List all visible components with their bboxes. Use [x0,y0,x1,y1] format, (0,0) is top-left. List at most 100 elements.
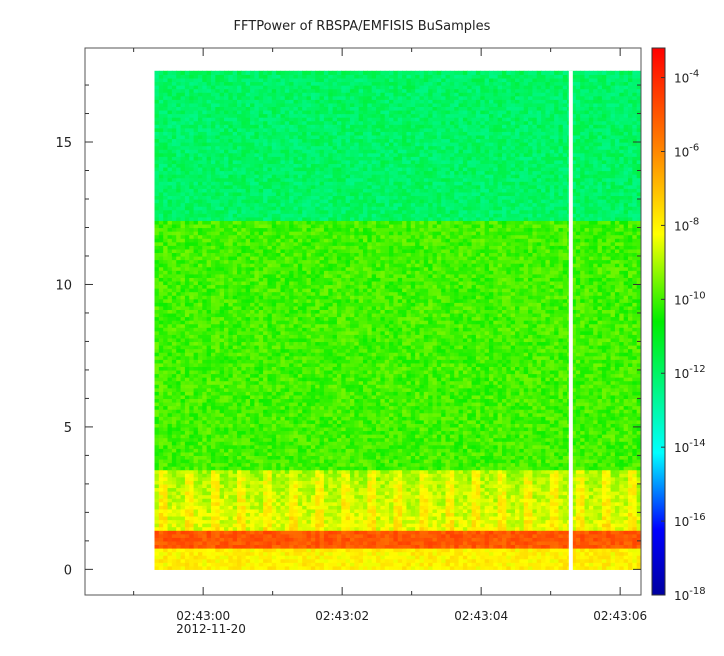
heat-cell [220,487,225,491]
heat-cell [346,416,351,420]
heat-cell [185,427,190,431]
heat-cell [341,555,346,559]
heat-cell [580,509,585,513]
heat-cell [159,477,164,481]
heat-cell [624,552,629,556]
heat-cell [580,487,585,491]
heat-cell [415,427,420,431]
heat-cell [632,555,637,559]
heat-cell [389,445,394,449]
heat-cell [519,502,524,506]
heat-cell [511,516,516,520]
heat-cell [576,441,581,445]
heat-cell [163,487,168,491]
heat-cell [463,559,468,563]
heat-cell [454,484,459,488]
heat-cell [450,480,455,484]
heat-cell [619,441,624,445]
heat-cell [415,484,420,488]
heat-cell [233,420,238,424]
heat-cell [446,430,451,434]
heat-cell [285,552,290,556]
heat-cell [337,459,342,463]
heat-cell [402,477,407,481]
heat-cell [489,491,494,495]
heat-cell [433,509,438,513]
heat-cell [576,445,581,449]
heat-cell [228,441,233,445]
heat-cell [202,566,207,570]
heat-cell [589,555,594,559]
heat-cell [419,559,424,563]
heat-cell [454,448,459,452]
heat-cell [498,541,503,545]
heat-cell [493,512,498,516]
heat-cell [402,455,407,459]
heat-cell [228,484,233,488]
heat-cell [276,516,281,520]
heat-cell [598,463,603,467]
heat-cell [454,548,459,552]
heat-cell [155,530,160,534]
heat-cell [359,487,364,491]
heat-cell [467,523,472,527]
heat-cell [554,527,559,531]
heat-cell [537,495,542,499]
heat-cell [628,502,633,506]
heat-cell [498,534,503,538]
heat-cell [328,491,333,495]
heat-cell [472,480,477,484]
heat-cell [176,548,181,552]
heat-cell [485,466,490,470]
heat-cell [593,473,598,477]
heat-cell [480,441,485,445]
heat-cell [511,473,516,477]
heat-cell [580,484,585,488]
heat-cell [598,434,603,438]
heat-cell [541,434,546,438]
heat-cell [424,480,429,484]
heat-cell [254,434,259,438]
heat-cell [380,516,385,520]
heat-cell [250,477,255,481]
heat-cell [159,530,164,534]
heat-cell [311,520,316,524]
heat-cell [467,509,472,513]
heat-cell [554,416,559,420]
heat-cell [302,527,307,531]
heat-cell [359,516,364,520]
heat-cell [215,423,220,427]
heat-cell [267,487,272,491]
heat-cell [337,562,342,566]
heat-cell [602,495,607,499]
heat-cell [433,413,438,417]
heat-cell [372,427,377,431]
heat-cell [189,409,194,413]
heat-cell [385,537,390,541]
heat-cell [632,459,637,463]
heat-cell [354,413,359,417]
heat-cell [524,473,529,477]
heat-cell [558,530,563,534]
heat-cell [632,491,637,495]
heat-cell [185,470,190,474]
heat-cell [615,555,620,559]
heat-cell [615,473,620,477]
heat-cell [472,473,477,477]
heat-cell [333,530,338,534]
heat-cell [324,527,329,531]
heat-cell [541,498,546,502]
heat-cell [424,537,429,541]
heat-cell [428,562,433,566]
heat-cell [350,459,355,463]
heat-cell [237,509,242,513]
heat-cell [280,480,285,484]
heat-cell [433,491,438,495]
heat-cell [241,448,246,452]
heat-cell [294,420,299,424]
heat-cell [372,562,377,566]
heat-cell [202,434,207,438]
heat-cell [619,495,624,499]
heat-cell [589,530,594,534]
heat-cell [276,552,281,556]
